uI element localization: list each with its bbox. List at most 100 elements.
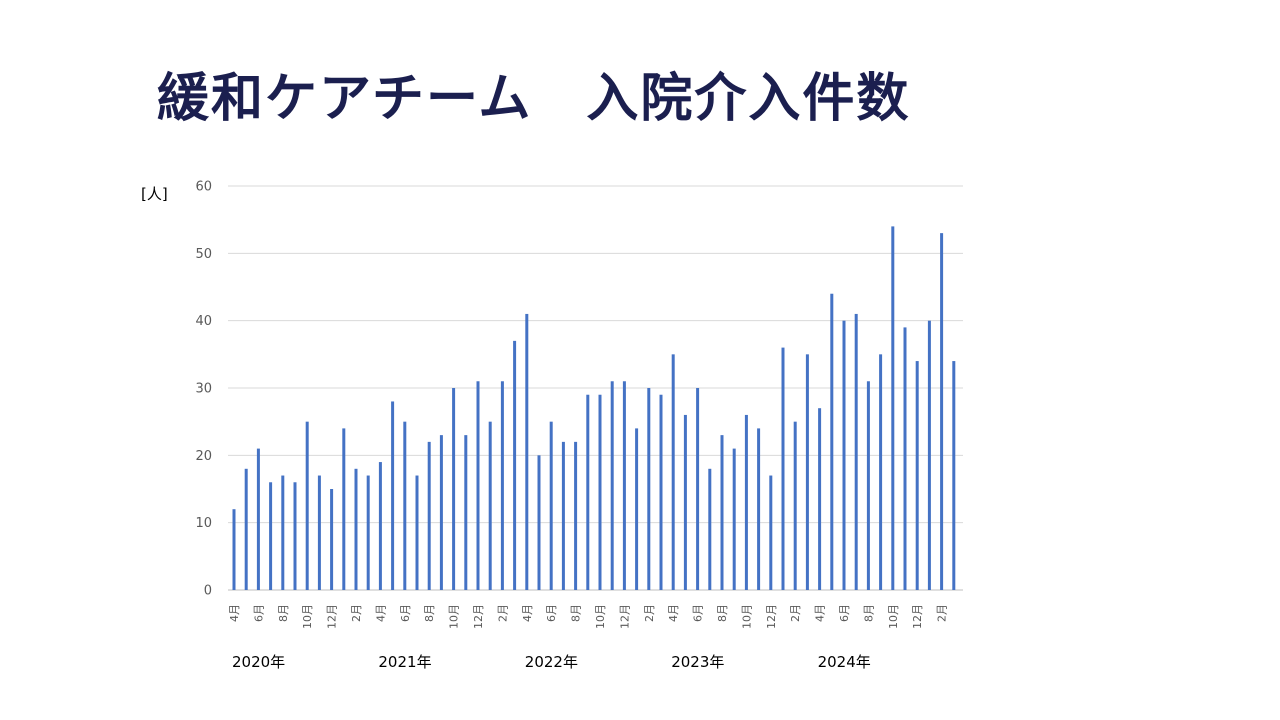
x-tick-label: 12月 — [326, 604, 339, 629]
year-label: 2020年 — [232, 653, 285, 671]
x-tick-label: 8月 — [570, 604, 583, 622]
bar — [793, 421, 797, 590]
bar — [317, 475, 321, 590]
bar — [378, 462, 382, 590]
bar — [391, 401, 395, 590]
bar — [305, 421, 309, 590]
bar — [952, 361, 956, 590]
x-tick-label: 2月 — [350, 604, 363, 622]
y-tick-label: 40 — [195, 314, 212, 329]
bar — [537, 455, 541, 590]
bar — [757, 428, 761, 590]
x-tick-label: 4月 — [521, 604, 534, 622]
x-tick-label: 6月 — [399, 604, 412, 622]
bar — [586, 394, 590, 590]
bar — [561, 441, 565, 590]
bar — [854, 313, 858, 590]
year-label: 2021年 — [378, 653, 431, 671]
bar — [415, 475, 419, 590]
bar — [525, 313, 529, 590]
x-tick-label: 4月 — [228, 604, 241, 622]
bar — [891, 226, 895, 590]
year-label: 2024年 — [818, 653, 871, 671]
bar — [744, 414, 748, 590]
y-tick-label: 20 — [195, 449, 212, 464]
year-labels: 2020年 2021年 2022年 2023年 2024年 — [232, 653, 871, 671]
bar — [622, 381, 626, 590]
bar — [866, 381, 870, 590]
x-tick-label: 4月 — [374, 604, 387, 622]
x-tick-label: 2月 — [643, 604, 656, 622]
bar — [342, 428, 346, 590]
bar — [293, 482, 297, 590]
bar — [818, 408, 822, 590]
bar — [915, 361, 919, 590]
y-tick-label: 0 — [204, 584, 212, 599]
bar — [403, 421, 407, 590]
x-tick-label: 10月 — [301, 604, 314, 629]
bar — [598, 394, 602, 590]
y-axis-ticks: 0 10 20 30 40 50 60 — [195, 180, 212, 599]
bar — [244, 468, 248, 590]
x-tick-label: 8月 — [862, 604, 875, 622]
bar — [427, 441, 431, 590]
bar — [927, 320, 931, 590]
x-tick-label: 10月 — [448, 604, 461, 629]
bar — [476, 381, 480, 590]
bar — [488, 421, 492, 590]
x-tick-label: 4月 — [814, 604, 827, 622]
bar — [452, 388, 456, 590]
x-tick-label: 2月 — [936, 604, 949, 622]
bar — [366, 475, 370, 590]
y-tick-label: 60 — [195, 180, 212, 195]
bar-series — [232, 226, 956, 590]
x-tick-label: 12月 — [618, 604, 631, 629]
bar — [354, 468, 358, 590]
bar — [439, 435, 443, 590]
year-label: 2022年 — [525, 653, 578, 671]
y-unit-label: [人] — [141, 185, 168, 203]
bar — [683, 414, 687, 590]
bar — [769, 475, 773, 590]
x-tick-label: 10月 — [594, 604, 607, 629]
y-tick-label: 50 — [195, 247, 212, 262]
bar — [781, 347, 785, 590]
bar — [940, 233, 944, 590]
bar — [879, 354, 883, 590]
bar — [549, 421, 553, 590]
x-tick-label: 12月 — [472, 604, 485, 629]
bar — [256, 448, 260, 590]
bar — [671, 354, 675, 590]
x-tick-label: 6月 — [838, 604, 851, 622]
bar — [696, 388, 700, 590]
bar — [732, 448, 736, 590]
bar — [330, 489, 334, 590]
bar — [805, 354, 809, 590]
year-label: 2023年 — [671, 653, 724, 671]
bar — [647, 388, 651, 590]
x-tick-label: 6月 — [692, 604, 705, 622]
bar — [842, 320, 846, 590]
x-tick-label: 8月 — [716, 604, 729, 622]
x-axis-ticks: 4月 6月 8月 10月 12月 2月 4月 6月 8月 10月 12月 2月 4月 6月 8月 10月 12月… — [228, 604, 949, 629]
bar — [574, 441, 578, 590]
slide-title: 緩和ケアチーム 入院介入件数 — [157, 69, 911, 129]
bar — [464, 435, 468, 590]
x-tick-label: 12月 — [765, 604, 778, 629]
y-tick-label: 30 — [195, 382, 212, 397]
bar — [830, 293, 834, 590]
x-tick-label: 8月 — [423, 604, 436, 622]
bar — [500, 381, 504, 590]
bar — [659, 394, 663, 590]
gridlines — [228, 185, 963, 591]
bar — [720, 435, 724, 590]
x-tick-label: 6月 — [545, 604, 558, 622]
bar — [281, 475, 285, 590]
x-tick-label: 2月 — [496, 604, 509, 622]
x-tick-label: 4月 — [667, 604, 680, 622]
x-tick-label: 10月 — [740, 604, 753, 629]
x-tick-label: 2月 — [789, 604, 802, 622]
bar — [269, 482, 273, 590]
bar — [708, 468, 712, 590]
